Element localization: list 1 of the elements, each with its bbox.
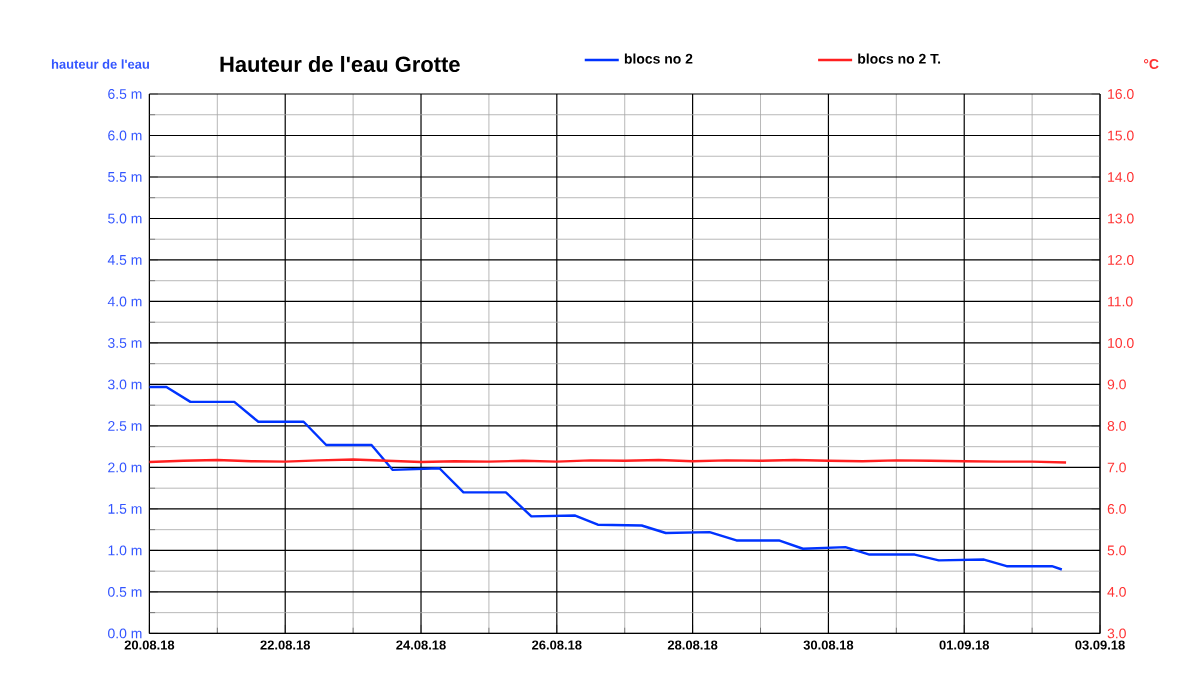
chart-title: Hauteur de l'eau Grotte (220, 55, 460, 73)
